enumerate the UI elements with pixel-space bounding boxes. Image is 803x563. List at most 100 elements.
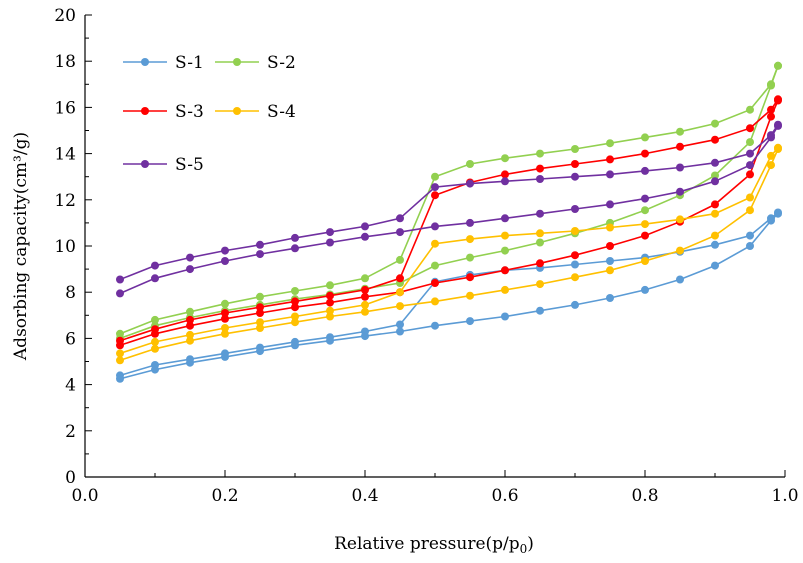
data-point	[361, 232, 369, 241]
data-point	[466, 273, 474, 282]
data-point	[326, 306, 334, 315]
data-point	[291, 303, 299, 312]
data-point	[326, 312, 334, 321]
data-point	[711, 158, 719, 167]
data-point	[431, 172, 439, 181]
data-point	[746, 138, 754, 147]
data-point	[606, 294, 614, 302]
x-tick-label: 0.0	[71, 486, 98, 506]
data-point	[396, 255, 404, 264]
data-point	[536, 306, 544, 315]
data-point	[291, 318, 299, 327]
data-point	[466, 317, 474, 326]
data-point	[221, 246, 229, 255]
y-tick-label: 2	[65, 422, 76, 442]
series-line-adsorption	[119, 65, 779, 340]
data-point	[221, 257, 229, 265]
data-point	[396, 320, 404, 329]
data-point	[536, 259, 544, 268]
data-point	[501, 246, 509, 255]
data-point	[641, 149, 649, 158]
x-tick-label: 0.4	[351, 486, 378, 506]
data-point	[746, 206, 754, 215]
data-point	[571, 273, 579, 282]
data-point	[396, 302, 404, 311]
data-point	[326, 238, 334, 247]
data-point	[767, 131, 775, 140]
series-s-5	[116, 120, 782, 298]
data-point	[326, 281, 334, 290]
data-point	[606, 155, 614, 164]
data-point	[501, 214, 509, 223]
data-point	[676, 163, 684, 172]
data-point	[746, 105, 754, 114]
data-point	[676, 187, 684, 196]
legend-item-s-1: S-1	[123, 53, 204, 73]
data-point	[571, 251, 579, 260]
data-point	[326, 228, 334, 237]
series-s-2	[116, 61, 782, 343]
axes: 0 2 4 6 8 10 12 14 16 18 20 0.0 0.2 0.4 0.6 0.8 1.0	[54, 6, 798, 506]
data-point	[767, 80, 775, 89]
data-point	[746, 170, 754, 179]
series-s-1	[116, 208, 782, 383]
data-point	[711, 231, 719, 240]
legend-label: S-2	[267, 53, 296, 73]
data-point	[641, 220, 649, 229]
data-point	[774, 120, 782, 129]
data-point	[256, 324, 264, 332]
data-point	[767, 112, 775, 121]
y-tick-label: 12	[54, 191, 76, 211]
data-point	[116, 275, 124, 284]
y-tick-label: 14	[54, 145, 76, 165]
data-point	[501, 177, 509, 186]
data-point	[396, 327, 404, 336]
data-point	[361, 222, 369, 231]
data-point	[676, 127, 684, 136]
data-point	[774, 61, 782, 70]
legend-item-s-4: S-4	[215, 102, 296, 122]
x-axis-title-suffix: )	[527, 534, 534, 554]
data-point	[711, 171, 719, 180]
data-point	[536, 238, 544, 247]
data-point	[466, 218, 474, 227]
data-point	[571, 160, 579, 168]
data-point	[606, 257, 614, 265]
data-point	[291, 244, 299, 253]
data-point	[606, 200, 614, 209]
data-point	[536, 229, 544, 238]
data-point	[431, 183, 439, 192]
data-point	[774, 95, 782, 104]
data-point	[711, 240, 719, 249]
data-point	[151, 361, 159, 369]
data-point	[431, 321, 439, 330]
data-point	[501, 266, 509, 275]
data-point	[641, 285, 649, 294]
data-point	[431, 279, 439, 287]
data-point	[606, 223, 614, 232]
data-point	[466, 291, 474, 300]
data-point	[711, 261, 719, 270]
legend-item-s-3: S-3	[123, 102, 204, 122]
data-point	[746, 231, 754, 240]
data-point	[361, 292, 369, 301]
data-point	[676, 142, 684, 151]
data-point	[326, 333, 334, 342]
data-point	[606, 242, 614, 250]
y-tick-label: 8	[65, 283, 76, 303]
data-point	[774, 143, 782, 152]
data-point	[291, 287, 299, 295]
data-point	[186, 307, 194, 316]
data-point	[361, 274, 369, 283]
y-tick-label: 20	[54, 6, 76, 26]
legend: S-1 S-2 S-3 S-4 S-5	[123, 53, 296, 175]
data-point	[116, 371, 124, 380]
series-line-desorption	[119, 211, 779, 377]
data-point	[501, 312, 509, 321]
x-axis-title: Relative pressure(p/p0)	[334, 534, 534, 556]
data-point	[606, 170, 614, 179]
x-tick-label: 0.8	[631, 486, 658, 506]
data-point	[151, 344, 159, 353]
legend-swatch-marker	[233, 58, 241, 66]
